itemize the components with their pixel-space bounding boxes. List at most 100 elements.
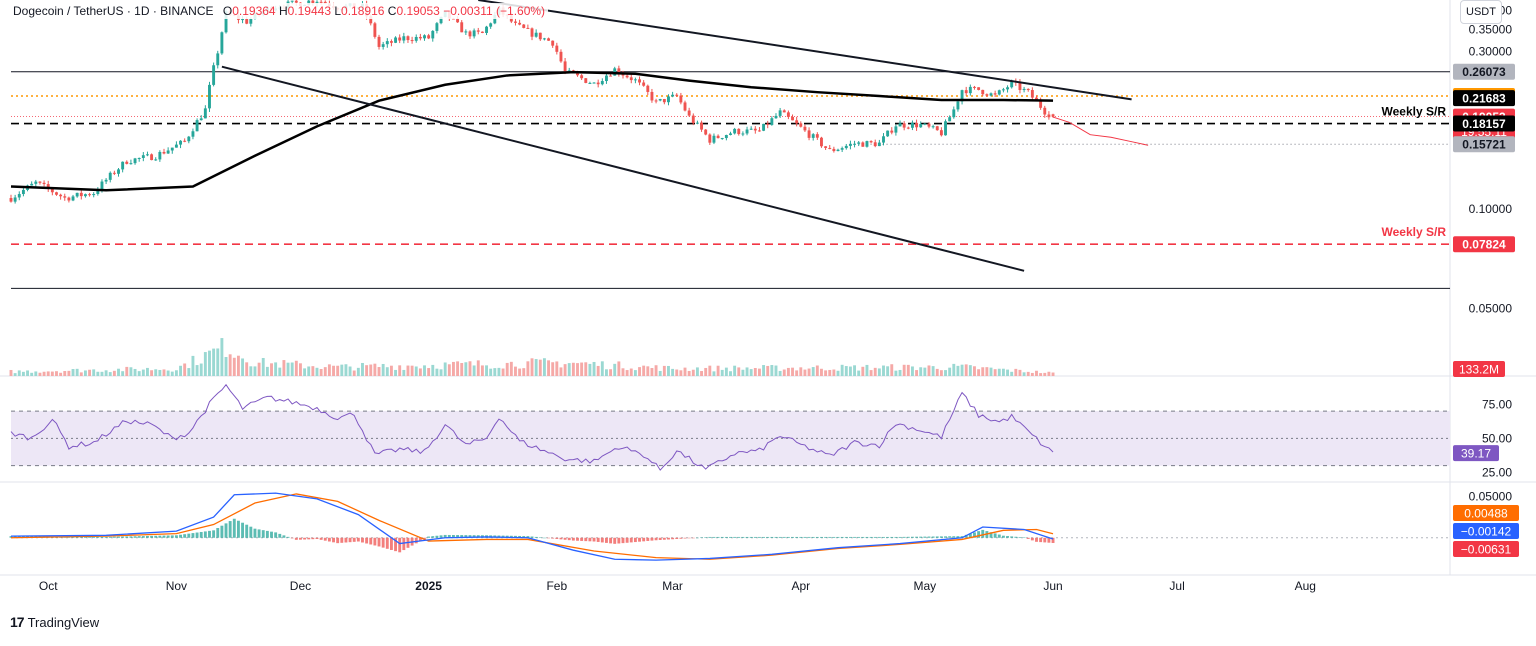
volume-bar xyxy=(1001,368,1005,376)
volume-bar xyxy=(464,362,468,376)
candle-body xyxy=(803,126,807,131)
candle-body xyxy=(968,86,972,94)
candle-body xyxy=(79,192,83,197)
macd-histogram-bar xyxy=(509,535,513,538)
volume-bar xyxy=(757,368,761,376)
candle-body xyxy=(882,136,885,143)
volume-bar xyxy=(356,367,360,376)
macd-histogram-bar xyxy=(228,521,232,538)
volume-bar xyxy=(646,366,650,376)
macd-histogram-bar xyxy=(389,537,393,550)
volume-bar xyxy=(270,363,273,376)
volume-bar xyxy=(212,348,216,376)
volume-value-tag xyxy=(1453,361,1505,377)
volume-bar xyxy=(836,370,840,376)
macd-histogram-bar xyxy=(799,536,803,538)
macd-histogram-bar xyxy=(423,537,426,539)
macd-histogram-bar xyxy=(88,536,92,538)
candle-body xyxy=(514,21,517,23)
volume-bar xyxy=(931,366,935,376)
volume-bar xyxy=(406,365,410,376)
macd-histogram-bar xyxy=(290,537,294,539)
candle-body xyxy=(824,146,828,148)
volume-bar xyxy=(571,362,575,376)
macd-histogram-bar xyxy=(973,532,976,538)
macd-histogram-bar xyxy=(1001,535,1005,538)
price-axis-tick: 0.30000 xyxy=(1469,45,1513,59)
macd-histogram-bar xyxy=(956,536,960,538)
volume-bar xyxy=(948,367,952,376)
volume-bar xyxy=(1018,369,1022,376)
volume-bar xyxy=(427,368,431,376)
macd-histogram-bar xyxy=(530,536,534,538)
volume-bar xyxy=(708,365,712,376)
macd-histogram-bar xyxy=(935,536,939,538)
candle-body xyxy=(774,115,778,119)
candle-body xyxy=(919,123,923,128)
tradingview-brand[interactable]: 17 TradingView xyxy=(10,614,99,630)
candle-body xyxy=(815,134,819,138)
candle-body xyxy=(96,190,100,195)
macd-histogram-bar xyxy=(158,535,162,538)
macd-histogram-bar xyxy=(224,523,228,538)
candle-body xyxy=(567,70,571,72)
macd-histogram-bar xyxy=(877,536,881,538)
candle-body xyxy=(600,81,604,85)
candle-body xyxy=(985,94,989,96)
volume-bar xyxy=(902,364,906,376)
macd-histogram-bar xyxy=(253,528,257,538)
candle-body xyxy=(373,23,377,37)
macd-histogram-bar xyxy=(605,537,608,543)
macd-histogram-bar xyxy=(1039,537,1043,543)
volume-bar xyxy=(559,367,563,376)
currency-button[interactable]: USDT xyxy=(1460,0,1502,24)
candle-body xyxy=(844,145,848,149)
candle-body xyxy=(629,77,633,81)
macd-histogram-bar xyxy=(1030,537,1034,541)
macd-histogram-bar xyxy=(757,536,761,538)
macd-histogram-bar xyxy=(1018,537,1022,538)
candle-body xyxy=(154,159,158,161)
candle-body xyxy=(534,32,538,37)
volume-bar xyxy=(133,368,137,376)
macd-histogram-bar xyxy=(840,536,844,538)
volume-bar xyxy=(733,365,737,376)
macd-histogram-bar xyxy=(600,537,604,543)
volume-bar xyxy=(63,371,67,376)
volume-bar xyxy=(1047,371,1051,376)
candle-body xyxy=(402,36,406,41)
candle-body xyxy=(786,112,790,117)
volume-bar xyxy=(1043,372,1047,376)
macd-histogram-bar xyxy=(286,536,290,538)
low-value: 0.18916 xyxy=(341,4,385,18)
symbol-label[interactable]: Dogecoin / TetherUS · 1D · BINANCE xyxy=(13,4,214,18)
candle-body xyxy=(50,188,54,193)
candle-body xyxy=(588,82,592,84)
macd-histogram-bar xyxy=(274,532,278,538)
volume-bar xyxy=(96,371,100,376)
volume-bar xyxy=(613,363,617,376)
volume-bar xyxy=(679,370,683,376)
volume-bar xyxy=(923,367,927,376)
volume-bar xyxy=(336,365,340,376)
candle-body xyxy=(1047,114,1051,118)
volume-bar xyxy=(125,366,129,376)
candle-body xyxy=(410,40,414,42)
macd-histogram-bar xyxy=(439,535,443,538)
candle-body xyxy=(625,75,629,78)
volume-bar xyxy=(191,355,195,376)
candle-body xyxy=(646,85,650,92)
volume-bar xyxy=(311,366,315,376)
rsi-axis-tick: 50.00 xyxy=(1482,431,1512,445)
macd-histogram-bar xyxy=(377,537,381,547)
volume-bar xyxy=(844,366,848,376)
volume-bar xyxy=(13,373,17,376)
volume-bar xyxy=(332,365,335,376)
candle-body xyxy=(1006,87,1009,90)
candle-body xyxy=(898,123,902,127)
macd-histogram-bar xyxy=(183,534,187,538)
volume-bar xyxy=(476,360,480,376)
volume-bar xyxy=(21,371,25,376)
macd-histogram-bar xyxy=(92,536,96,538)
